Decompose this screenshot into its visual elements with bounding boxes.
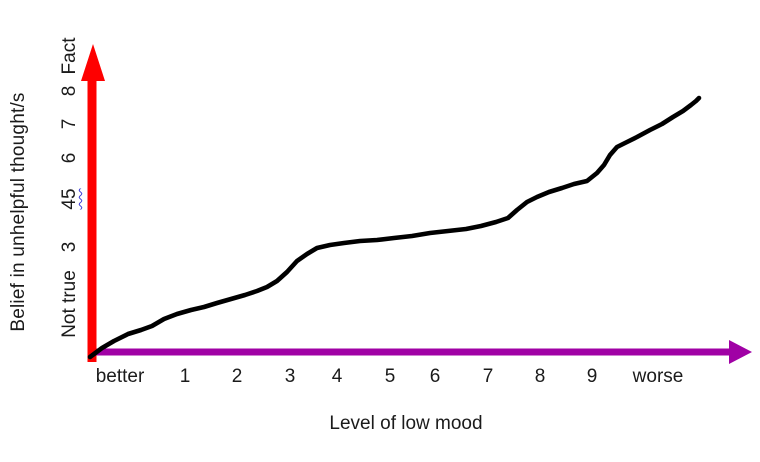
y-tick-label-fact: Fact xyxy=(59,37,80,75)
x-axis-title: Level of low mood xyxy=(329,413,483,434)
x-axis-arrow xyxy=(92,340,752,364)
y-tick-label-3: 3 xyxy=(59,241,80,253)
y-tick-label-6: 6 xyxy=(59,152,80,164)
belief-curve xyxy=(87,95,702,360)
x-tick-label-1: 1 xyxy=(179,366,191,387)
y-tick-label-8: 8 xyxy=(59,85,80,97)
x-tick-label-3: 3 xyxy=(284,366,296,387)
x-tick-label-6: 6 xyxy=(429,366,441,387)
y-tick-label-7: 7 xyxy=(59,118,80,130)
y-tick-label-45-with-spellcheck-squiggle: 45 xyxy=(59,188,80,210)
x-tick-label-worse: worse xyxy=(632,366,684,387)
x-tick-label-9: 9 xyxy=(586,366,598,387)
x-tick-label-better: better xyxy=(95,366,145,387)
x-tick-label-2: 2 xyxy=(231,366,243,387)
y-axis-arrow xyxy=(81,44,105,362)
y-axis-title: Belief in unhelpful thought/s xyxy=(8,92,29,332)
x-tick-label-4: 4 xyxy=(331,366,343,387)
y-tick-label-not-true: Not true xyxy=(59,270,80,338)
x-tick-label-8: 8 xyxy=(534,366,546,387)
x-tick-label-5: 5 xyxy=(384,366,396,387)
x-tick-label-7: 7 xyxy=(482,366,494,387)
